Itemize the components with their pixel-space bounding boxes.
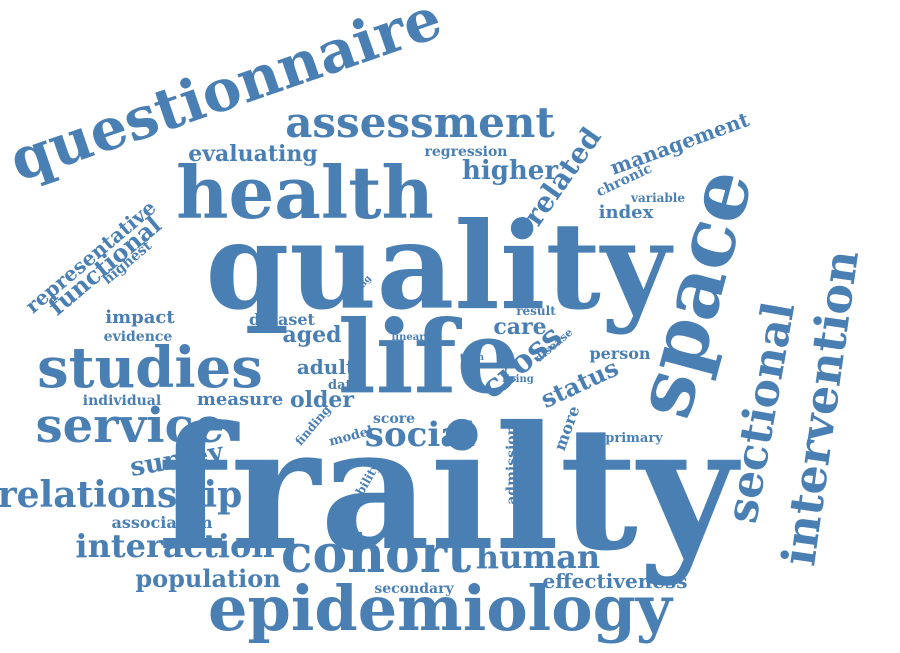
word-term: term bbox=[460, 353, 485, 363]
word-higher: higher bbox=[462, 156, 558, 186]
word-secondary: secondary bbox=[374, 581, 454, 597]
word-service: service bbox=[36, 398, 225, 454]
word-evidence: evidence bbox=[104, 329, 173, 345]
word-measure: measure bbox=[197, 389, 283, 410]
word-relationship: relationship bbox=[0, 474, 242, 516]
word-person: person bbox=[589, 344, 650, 363]
word-data: data bbox=[328, 378, 361, 393]
word-association: association bbox=[111, 513, 212, 532]
word-primary: primary bbox=[605, 431, 663, 446]
word-life: life bbox=[338, 298, 521, 416]
word-health: health bbox=[176, 150, 434, 235]
word-quality: quality bbox=[205, 196, 674, 337]
word-regression: regression bbox=[425, 144, 508, 160]
word-human: human bbox=[476, 538, 600, 576]
word-assessment: assessment bbox=[285, 98, 555, 147]
word-epidemiology: epidemiology bbox=[208, 572, 674, 645]
word-frailty: frailty bbox=[157, 389, 741, 589]
word-variable: variable bbox=[630, 191, 685, 205]
word-aged: aged bbox=[282, 322, 341, 348]
word-older: older bbox=[290, 387, 354, 413]
word-dataset: dataset bbox=[249, 310, 316, 329]
word-social: social bbox=[365, 415, 475, 455]
word-care: care bbox=[493, 314, 546, 340]
word-linear: linear bbox=[392, 332, 426, 343]
word-result: result bbox=[516, 304, 556, 318]
word-effectiveness: effectiveness bbox=[542, 569, 687, 593]
word-living: living bbox=[502, 374, 533, 385]
word-cohort: cohort bbox=[281, 524, 471, 585]
word-evaluating: evaluating bbox=[188, 141, 318, 167]
word-interaction: interaction bbox=[75, 527, 274, 565]
word-population: population bbox=[135, 564, 280, 593]
word-admission: admission bbox=[504, 425, 520, 505]
word-studies: studies bbox=[37, 335, 263, 401]
word-score: score bbox=[373, 411, 415, 427]
word-adult: adult bbox=[297, 355, 356, 379]
word-individual: individual bbox=[83, 393, 161, 409]
word-impact: impact bbox=[105, 307, 175, 328]
word-index: index bbox=[599, 202, 654, 223]
